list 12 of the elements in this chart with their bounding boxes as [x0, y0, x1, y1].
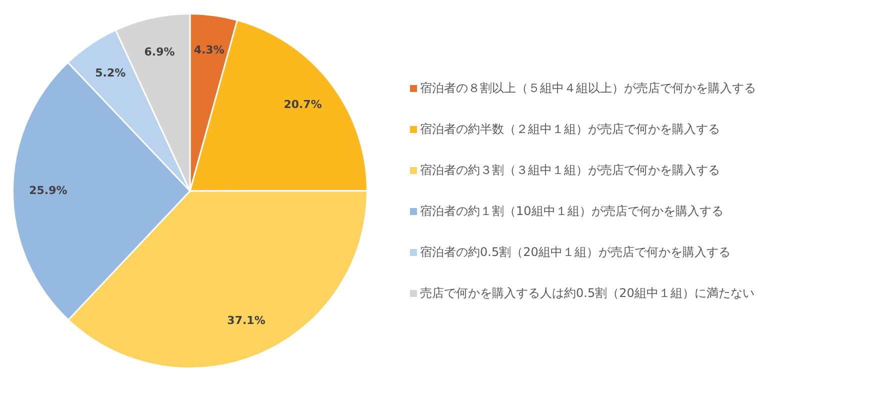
legend-label: 売店で何かを購入する人は約0.5割（20組中１組）に満たない: [420, 285, 754, 302]
legend-label: 宿泊者の８割以上（５組中４組以上）が売店で何かを購入する: [420, 80, 756, 97]
data-label: 6.9%: [144, 45, 175, 58]
legend-label: 宿泊者の約0.5割（20組中１組）が売店で何かを購入する: [420, 244, 730, 261]
legend-label: 宿泊者の約３割（３組中１組）が売店で何かを購入する: [420, 162, 720, 179]
data-label: 20.7%: [284, 98, 322, 111]
legend-label: 宿泊者の約１割（10組中１組）が売店で何かを購入する: [420, 203, 724, 220]
data-label: 4.3%: [194, 43, 224, 56]
legend-label: 宿泊者の約半数（２組中１組）が売店で何かを購入する: [420, 121, 720, 138]
data-label: 37.1%: [227, 314, 266, 328]
data-label: 25.9%: [29, 184, 68, 198]
data-label: 5.2%: [95, 66, 126, 80]
